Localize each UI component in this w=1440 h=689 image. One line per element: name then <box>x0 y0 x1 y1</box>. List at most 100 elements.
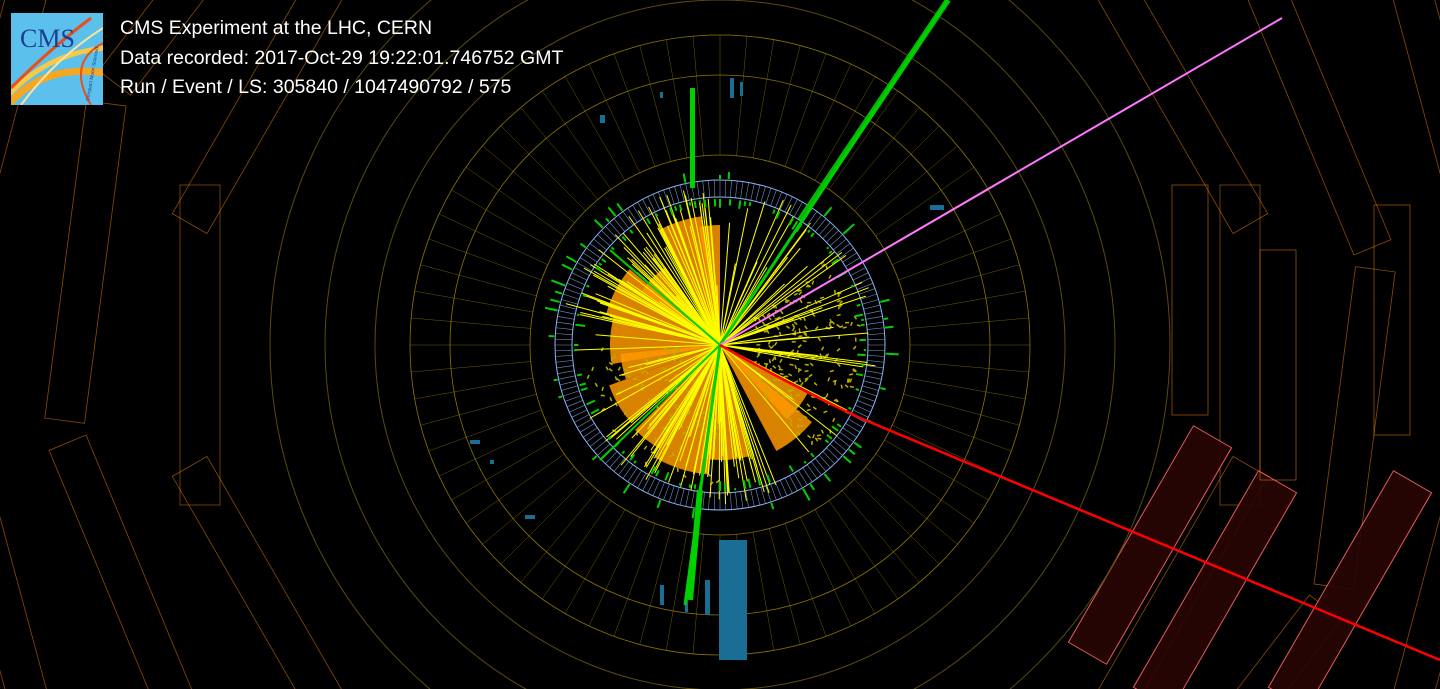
tracker-hit <box>605 366 609 371</box>
ecal-crystal <box>652 194 661 210</box>
jet-tower <box>797 0 951 222</box>
ecal-deposit <box>551 279 566 287</box>
track <box>650 344 721 451</box>
track <box>719 344 753 469</box>
ecal-deposit <box>682 173 687 183</box>
hcal-segment <box>768 528 801 645</box>
ecal-deposit <box>810 452 815 458</box>
tracker-hit <box>788 417 793 422</box>
tracker-hit <box>772 365 777 369</box>
tracker-hit <box>804 378 809 383</box>
tracker-hit <box>797 368 801 373</box>
hcal-segment <box>588 63 640 173</box>
hcal-segment <box>665 39 688 158</box>
ecal-crystal <box>555 338 573 341</box>
track <box>622 232 721 346</box>
ecal-deposit <box>747 478 752 489</box>
ecal-crystal <box>829 234 843 247</box>
track <box>643 248 721 346</box>
lepton-tracks <box>719 17 1440 662</box>
ecal-crystal <box>845 257 861 267</box>
hcal-segment <box>892 425 1002 477</box>
ecal-crystal <box>597 234 611 247</box>
track <box>690 197 721 346</box>
tracker-hit <box>591 366 595 372</box>
ecal-crystal <box>818 454 831 468</box>
tracker-hit <box>777 364 781 370</box>
recorded-value: 2017-Oct-29 19:22:01.746752 GMT <box>254 46 564 69</box>
ecal-crystal <box>564 288 582 295</box>
ecal-crystal <box>574 267 590 276</box>
hcal-segment <box>854 479 940 565</box>
ecal-deposit <box>823 473 832 482</box>
track <box>719 344 723 462</box>
ecal-deposit <box>590 408 600 415</box>
ecal-deposit <box>646 218 651 225</box>
tracker-hit <box>833 399 838 403</box>
hcal-segment <box>613 523 656 637</box>
ho-hit <box>685 600 688 612</box>
ecal-crystal <box>642 475 651 491</box>
ecal-deposit <box>664 472 670 481</box>
ecal-crystal <box>760 186 766 203</box>
ecal-crystal <box>557 316 575 320</box>
ecal-deposit <box>884 325 894 329</box>
tracker-hit <box>594 382 598 387</box>
ecal-deposit <box>610 246 615 251</box>
ecal-crystal <box>822 451 835 464</box>
ecal-deposit <box>855 372 864 377</box>
tracker-hit <box>798 328 801 333</box>
ecal-crystal <box>583 427 598 438</box>
tracker-hit <box>812 434 815 439</box>
ho-hit <box>705 580 710 615</box>
ecal-deposit <box>550 298 560 304</box>
tracker-hit <box>839 300 843 305</box>
track <box>719 344 810 453</box>
ecal-crystal <box>589 435 604 447</box>
tracker-hit <box>825 353 830 358</box>
track <box>719 283 786 346</box>
tracker-hit <box>802 340 807 343</box>
ecal-crystal <box>556 321 574 325</box>
track <box>719 222 731 346</box>
tracker-hit <box>819 296 825 299</box>
run-line: Run / Event / LS: 305840 / 1047490792 / … <box>120 73 563 103</box>
svg-text:CMS: CMS <box>20 24 75 53</box>
ecal-crystal <box>558 310 576 315</box>
ecal-deposit <box>593 218 604 229</box>
tracker-hit <box>797 344 802 348</box>
ecal-deposit <box>742 480 747 489</box>
track <box>710 217 721 346</box>
ecal-crystal <box>750 183 755 201</box>
hcal-segment <box>865 145 958 224</box>
tracker-hit <box>804 377 809 380</box>
ecal-crystal <box>760 487 766 504</box>
track <box>661 228 721 346</box>
hcal-grid <box>409 34 1031 656</box>
ecal-crystal <box>842 252 857 263</box>
hcal-segment <box>892 213 1002 265</box>
hcal-segment <box>588 517 640 627</box>
tracker-hit <box>847 378 851 383</box>
track <box>719 216 794 346</box>
tracker-hit <box>785 325 790 329</box>
track <box>618 290 721 346</box>
hcal-tower <box>722 346 809 420</box>
track <box>668 344 721 383</box>
ecal-crystal <box>798 470 808 486</box>
ecal-crystal <box>765 485 772 503</box>
ecal-deposit <box>693 484 697 489</box>
jet-line <box>609 249 721 346</box>
ecal-deposit <box>831 258 839 265</box>
hcal-segment <box>520 490 599 583</box>
track <box>614 234 721 346</box>
ecal-deposit <box>757 478 762 486</box>
ecal-deposit <box>853 441 862 449</box>
ecal-crystal <box>826 230 839 243</box>
ecal-deposit <box>831 425 839 432</box>
ecal-crystal <box>559 380 577 386</box>
ecal-deposit <box>807 229 811 234</box>
ecal-crystal <box>586 431 601 443</box>
tracker-hit <box>796 288 801 292</box>
muon-chamber <box>1392 0 1440 308</box>
